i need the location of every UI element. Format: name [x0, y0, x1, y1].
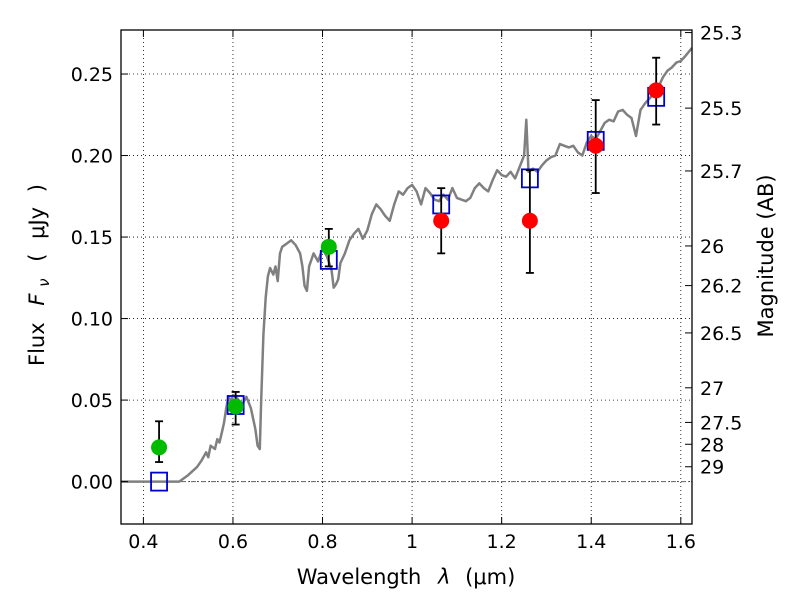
x-axis-label: Wavelength λ (μm) — [297, 565, 516, 589]
x-tick-label: 1.4 — [576, 531, 606, 553]
y2-tick-label: 26 — [700, 236, 724, 258]
y2-tick-label: 26.5 — [700, 323, 742, 345]
x-tick-label: 0.8 — [307, 531, 337, 553]
y2-axis-label: Magnitude (AB) — [754, 174, 778, 337]
model-flux-markers — [150, 86, 666, 492]
red-flux-point — [587, 137, 604, 154]
x-tick-label: 0.4 — [128, 531, 158, 553]
y-axis-label: Flux F ν ( μJy ) — [25, 184, 54, 366]
observed-flux-markers — [151, 82, 665, 456]
x-tick-label: 0.6 — [218, 531, 248, 553]
x-axis-label-symbol: λ — [437, 565, 450, 589]
y-tick-label: 0.25 — [71, 64, 113, 86]
sed-model-curve — [121, 47, 693, 483]
grid-lines — [121, 30, 692, 524]
y2-tick-label: 29 — [700, 457, 724, 479]
plot-frame — [120, 29, 693, 525]
y-tick-label: 0.00 — [71, 472, 113, 494]
y-axis-label-subscript: ν — [35, 278, 53, 286]
red-flux-point — [648, 82, 665, 99]
green-flux-point — [320, 238, 337, 255]
x-tick-label: 1.2 — [487, 531, 517, 553]
x-tick-label: 1.6 — [666, 531, 696, 553]
x-tick-label: 1 — [406, 531, 418, 553]
green-flux-point — [151, 439, 168, 456]
y2-tick-label: 27 — [700, 378, 724, 400]
y2-tick-label: 28 — [700, 434, 724, 456]
y2-tick-label: 27.5 — [700, 412, 742, 434]
red-flux-point — [521, 212, 538, 229]
y2-tick-label: 26.2 — [700, 276, 742, 298]
y-tick-label: 0.05 — [71, 390, 113, 412]
y-axis-label-unit: μJy — [25, 207, 49, 239]
y-tick-label: 0.15 — [71, 227, 113, 249]
y-axis-label-close-paren: ) — [25, 184, 49, 192]
y2-tick-label: 25.7 — [700, 161, 742, 183]
y-axis-label-open-paren: ( — [25, 254, 49, 262]
y2-tick-label: 25.3 — [700, 23, 742, 45]
sed-model-curve-group — [121, 47, 693, 483]
y-axis-label-text: Flux — [25, 322, 49, 366]
y-axis-label-symbol: F — [25, 293, 49, 306]
y-tick-label: 0.10 — [71, 309, 113, 331]
y-tick-label: 0.20 — [71, 146, 113, 168]
x-axis-label-text: Wavelength — [297, 565, 422, 589]
axis-ticks: 0.4 0.6 0.8 1 1.2 1.4 1.6 0.00 0.05 0.10 0.15 0.20 0… — [71, 23, 743, 553]
model-flux-marker — [150, 471, 168, 492]
y2-tick-label: 25.5 — [700, 98, 742, 120]
x-axis-label-unit: (μm) — [465, 565, 515, 589]
red-flux-point — [433, 212, 450, 229]
green-flux-point — [227, 398, 244, 415]
